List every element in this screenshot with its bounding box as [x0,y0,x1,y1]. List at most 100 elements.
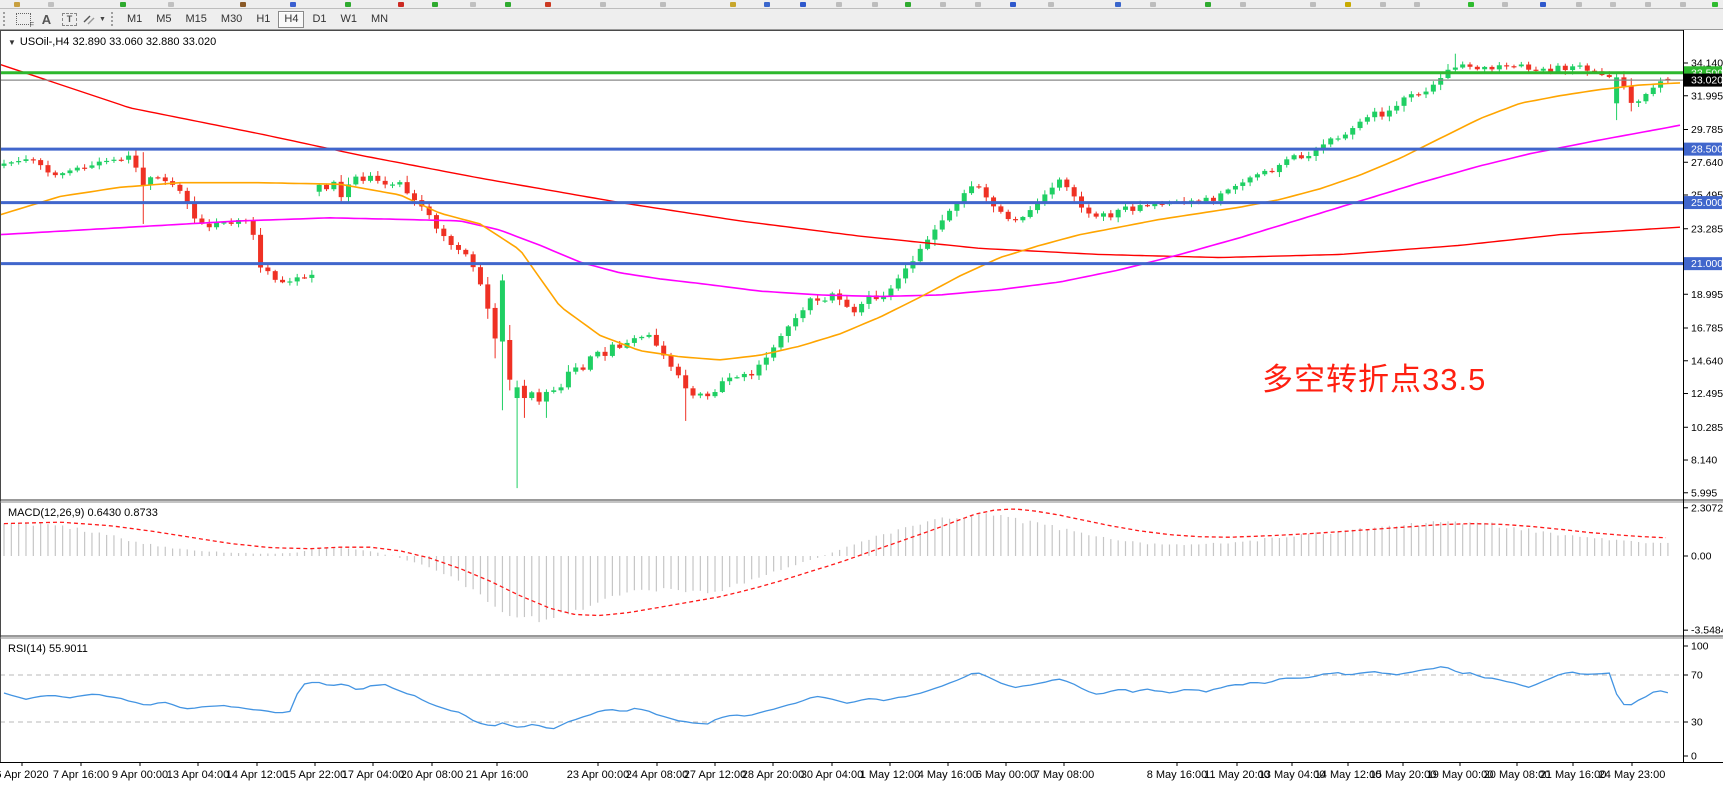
clipped-icon-fragment [345,2,351,7]
symbol-ohlc-text: USOil-,H4 32.890 33.060 32.880 33.020 [19,36,217,48]
svg-text:2.3072: 2.3072 [1691,502,1723,514]
clipped-icon-fragment [1414,2,1420,7]
svg-text:16.785: 16.785 [1691,323,1723,335]
price-axis[interactable] [1684,30,1723,762]
text-label-button[interactable]: T [60,11,79,28]
timeframe-button-m1[interactable]: M1 [126,13,143,25]
selection-frame-button[interactable]: F [14,11,34,29]
svg-text:21 May 16:00: 21 May 16:00 [1540,769,1607,781]
svg-text:23 Apr 00:00: 23 Apr 00:00 [567,769,629,781]
svg-text:24 Apr 08:00: 24 Apr 08:00 [626,769,688,781]
svg-text:1 May 12:00: 1 May 12:00 [860,769,921,781]
svg-text:19 May 00:00: 19 May 00:00 [1427,769,1494,781]
letter-t-icon: T [62,12,77,26]
clipped-icon-fragment [1712,2,1718,7]
clipped-icon-fragment [940,2,946,7]
clipped-icon-fragment [872,2,878,7]
chart-title: ▼ USOil-,H4 32.890 33.060 32.880 33.020 [8,36,216,48]
timeframe-button-m15[interactable]: M15 [185,13,207,25]
clipped-icon-fragment [1540,2,1546,7]
svg-text:7 Apr 16:00: 7 Apr 16:00 [53,769,109,781]
svg-text:30 Apr 04:00: 30 Apr 04:00 [801,769,863,781]
svg-text:13 May 04:00: 13 May 04:00 [1259,769,1326,781]
svg-text:0.00: 0.00 [1691,551,1712,563]
svg-text:13 Apr 04:00: 13 Apr 04:00 [167,769,229,781]
svg-text:21 Apr 16:00: 21 Apr 16:00 [466,769,528,781]
clipped-icon-fragment [1645,2,1651,7]
clipped-icon-fragment [1502,2,1508,7]
clipped-icon-fragment [1150,2,1156,7]
clipped-icon-fragment [730,2,736,7]
clipped-icon-fragment [1048,2,1054,7]
svg-text:33.020: 33.020 [1691,75,1723,87]
chart-annotation-text: 多空转折点33.5 [1262,362,1487,397]
svg-text:28.500: 28.500 [1691,144,1723,156]
svg-text:8.140: 8.140 [1691,455,1717,467]
svg-text:8 May 16:00: 8 May 16:00 [1147,769,1208,781]
dropdown-caret-icon: ▼ [99,15,106,23]
svg-text:9 Apr 00:00: 9 Apr 00:00 [112,769,168,781]
svg-text:14 Apr 12:00: 14 Apr 12:00 [226,769,288,781]
svg-text:18.995: 18.995 [1691,289,1723,301]
clipped-icon-fragment [545,2,551,7]
svg-text:4 May 16:00: 4 May 16:00 [918,769,979,781]
clipped-icon-fragment [1010,2,1016,7]
clipped-icon-fragment [1680,2,1686,7]
clipped-icon-fragment [470,2,476,7]
timeframe-button-h4[interactable]: H4 [278,10,305,28]
timeframe-toolbar-grip[interactable] [110,12,116,26]
text-annotation-button[interactable]: A [37,11,56,28]
clipped-icon-fragment [1576,2,1582,7]
svg-text:25.000: 25.000 [1691,197,1723,209]
clipped-icon-fragment [800,2,806,7]
svg-text:28 Apr 20:00: 28 Apr 20:00 [742,769,804,781]
svg-text:31.995: 31.995 [1691,90,1723,102]
svg-text:30: 30 [1691,717,1703,729]
svg-text:5.995: 5.995 [1691,487,1717,499]
svg-text:14.640: 14.640 [1691,355,1723,367]
svg-text:7 May 08:00: 7 May 08:00 [1034,769,1095,781]
timeframe-button-m5[interactable]: M5 [156,13,172,25]
clipped-icon-fragment [168,2,174,7]
timeframe-button-m30[interactable]: M30 [220,13,243,25]
time-axis[interactable] [0,762,1723,786]
svg-text:17 Apr 04:00: 17 Apr 04:00 [342,769,404,781]
clipped-icon-fragment [600,2,606,7]
timeframe-button-h1[interactable]: H1 [256,13,271,25]
svg-text:12.495: 12.495 [1691,388,1723,400]
svg-text:0: 0 [1691,751,1697,763]
clipped-toolbar-row [0,0,1723,9]
line-studies-button[interactable]: ▼ [83,11,106,28]
clipped-icon-fragment [398,2,404,7]
clipped-icon-fragment [764,2,770,7]
clipped-icon-fragment [836,2,842,7]
svg-text:70: 70 [1691,670,1703,682]
clipped-icon-fragment [48,2,54,7]
pane-separator-rsi[interactable] [0,635,1683,640]
svg-text:14 May 12:00: 14 May 12:00 [1315,769,1382,781]
macd-label: MACD(12,26,9) 0.6430 0.8733 [8,507,158,519]
timeframe-button-d1[interactable]: D1 [312,13,327,25]
dotted-frame-icon: F [16,13,34,29]
clipped-icon-fragment [120,2,126,7]
clipped-icon-fragment [1310,2,1316,7]
toolbar-grip[interactable] [3,12,8,26]
svg-text:6 May 00:00: 6 May 00:00 [976,769,1037,781]
timeframe-button-w1[interactable]: W1 [340,13,358,25]
toolbar: F A T ▼ M1 M5 M15 M30 H1 H4 D1 W1 MN [0,9,1723,30]
clipped-icon-fragment [905,2,911,7]
svg-text:20 Apr 08:00: 20 Apr 08:00 [401,769,463,781]
clipped-icon-fragment [432,2,438,7]
clipped-icon-fragment [1610,2,1616,7]
clipped-icon-fragment [240,2,246,7]
timeframe-button-mn[interactable]: MN [371,13,389,25]
clipped-icon-fragment [975,2,981,7]
pane-separator-macd[interactable] [0,499,1683,504]
svg-text:29.785: 29.785 [1691,124,1723,136]
clipped-icon-fragment [14,2,20,7]
diagonal-lines-icon [83,15,95,25]
collapse-triangle-icon[interactable]: ▼ [8,37,16,47]
svg-text:20 May 08:00: 20 May 08:00 [1484,769,1551,781]
